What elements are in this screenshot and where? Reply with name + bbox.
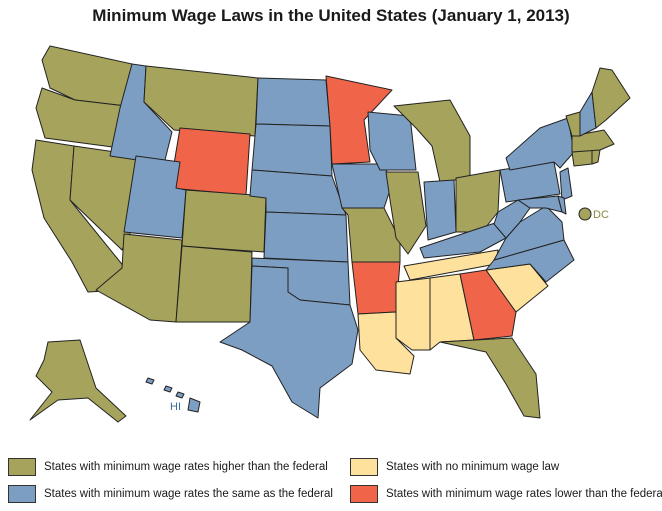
legend-label-none: States with no minimum wage law	[386, 461, 560, 473]
legend-swatch-same	[8, 485, 36, 503]
legend-swatch-higher	[8, 458, 36, 476]
state-ar	[351, 261, 401, 315]
state-ny	[505, 117, 575, 171]
state-hi	[187, 397, 201, 413]
legend-label-higher: States with minimum wage rates higher th…	[44, 461, 328, 473]
dc-label: DC	[593, 209, 609, 221]
state-nj	[559, 167, 573, 201]
state-ms	[395, 277, 431, 351]
state-ks	[263, 211, 349, 263]
state-fl	[439, 337, 541, 419]
dc-marker	[578, 207, 592, 221]
legend-label-same: States with minimum wage rates the same …	[44, 488, 333, 500]
state-sd	[251, 123, 333, 177]
legend: States with minimum wage rates higher th…	[0, 452, 662, 511]
state-mo	[341, 207, 401, 263]
legend-item-lower: States with minimum wage rates lower tha…	[350, 485, 662, 503]
page-title: Minimum Wage Laws in the United States (…	[92, 6, 570, 25]
state-oh	[455, 169, 501, 233]
legend-swatch-none	[350, 458, 378, 476]
state-ga	[459, 269, 517, 341]
state-nm	[175, 245, 253, 323]
state-wy	[169, 127, 251, 196]
state-ct	[571, 149, 593, 167]
state-co	[181, 189, 267, 253]
state-de	[557, 195, 567, 215]
state-ak	[29, 339, 127, 423]
hi-label: HI	[170, 401, 181, 413]
legend-label-lower: States with minimum wage rates lower tha…	[386, 488, 662, 500]
state-hi-islands	[145, 377, 185, 399]
state-tx	[219, 265, 359, 419]
state-me	[591, 67, 631, 129]
us-map: DC HI	[29, 45, 631, 423]
state-mn	[325, 75, 393, 165]
legend-item-same: States with minimum wage rates the same …	[8, 485, 333, 503]
state-md	[517, 195, 563, 213]
state-az	[95, 233, 183, 323]
state-ia	[331, 163, 393, 209]
state-il	[385, 171, 427, 255]
state-in	[423, 179, 457, 241]
state-ma	[571, 129, 615, 153]
state-mi	[393, 99, 471, 183]
legend-item-none: States with no minimum wage law	[350, 458, 559, 476]
state-ri	[591, 149, 601, 165]
legend-swatch-lower	[350, 485, 378, 503]
legend-item-higher: States with minimum wage rates higher th…	[8, 458, 328, 476]
state-nd	[255, 77, 331, 127]
